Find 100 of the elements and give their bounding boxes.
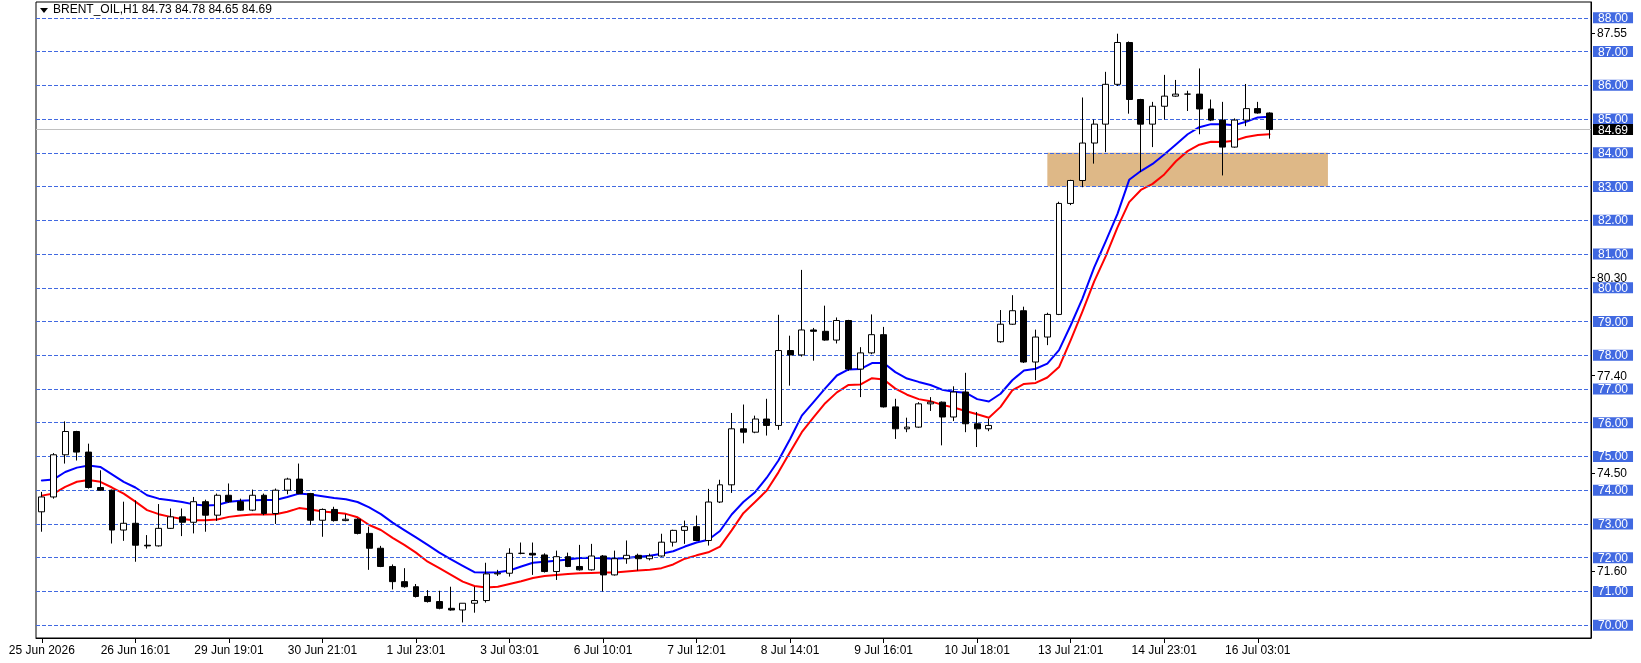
candlestick xyxy=(1219,101,1226,176)
candlestick xyxy=(401,567,408,589)
candlestick xyxy=(1243,83,1250,127)
x-tick-label: 30 Jun 21:01 xyxy=(287,643,358,657)
candlestick xyxy=(389,563,396,590)
ref-line-label: 77.00 xyxy=(1598,382,1629,396)
candlestick xyxy=(1196,67,1203,135)
ref-line-label: 74.00 xyxy=(1598,483,1629,498)
candlestick xyxy=(1114,33,1121,87)
candlestick xyxy=(144,534,151,550)
candlestick xyxy=(810,327,817,362)
candlestick xyxy=(413,583,419,599)
candlestick xyxy=(249,489,256,512)
candlestick xyxy=(120,501,127,542)
candlestick xyxy=(822,305,829,342)
candlestick xyxy=(752,415,759,434)
ref-line-label: 84.69 xyxy=(1598,122,1629,137)
candlestick xyxy=(646,553,653,561)
ref-line-label: 79.00 xyxy=(1598,314,1629,329)
candlestick xyxy=(740,404,747,444)
candlestick xyxy=(717,479,723,504)
candlestick xyxy=(1137,98,1144,173)
candlestick xyxy=(448,586,455,612)
ref-line-label: 71.00 xyxy=(1598,584,1629,599)
candlestick xyxy=(600,554,607,592)
candlestick xyxy=(342,513,349,522)
candlestick xyxy=(483,562,490,604)
ref-line-label: 84.00 xyxy=(1598,145,1629,160)
candlestick xyxy=(904,417,910,433)
candlestick xyxy=(50,452,57,500)
y-tick-label: 71.60 xyxy=(1597,564,1628,579)
x-tick-label: 3 Jul 03:01 xyxy=(480,643,540,657)
candlestick xyxy=(611,550,618,577)
ref-line-label: 86.00 xyxy=(1598,78,1629,93)
x-tick-label: 16 Jul 03:01 xyxy=(1225,643,1291,657)
candlestick xyxy=(1056,201,1062,316)
candlestick xyxy=(635,553,642,572)
ref-line-label: 82.00 xyxy=(1598,213,1629,228)
candlestick xyxy=(681,520,688,545)
candlestick xyxy=(272,488,279,525)
candlestick xyxy=(553,550,560,581)
candlestick xyxy=(705,488,712,547)
candlestick xyxy=(1266,111,1273,140)
x-tick-label: 9 Jul 16:01 xyxy=(854,643,914,657)
candlestick xyxy=(1184,90,1191,112)
chart-title: BRENT_OIL,H1 84.73 84.78 84.65 84.69 xyxy=(53,2,273,16)
candlestick xyxy=(202,499,209,533)
x-tick-label: 7 Jul 12:01 xyxy=(667,643,727,657)
candlestick xyxy=(985,418,992,432)
candlestick xyxy=(155,503,162,548)
candlestick xyxy=(1161,74,1168,120)
ref-line-label: 75.00 xyxy=(1598,449,1629,464)
candlestick xyxy=(1208,99,1214,122)
candlestick xyxy=(541,552,548,574)
candlestick xyxy=(1079,96,1086,188)
candlestick xyxy=(997,309,1004,344)
candlestick xyxy=(459,602,466,623)
candlestick xyxy=(915,401,922,429)
candlestick xyxy=(728,412,735,494)
ref-line-label: 72.00 xyxy=(1598,550,1629,565)
x-tick-label: 14 Jul 23:01 xyxy=(1131,643,1198,657)
candlestick xyxy=(1091,118,1098,165)
x-tick-label: 29 Jun 19:01 xyxy=(194,643,264,657)
candlestick xyxy=(927,396,934,412)
candlestick xyxy=(284,477,291,495)
candlestick xyxy=(1102,71,1109,153)
candlestick xyxy=(1172,79,1179,98)
candlestick xyxy=(179,507,186,537)
y-tick-label: 74.50 xyxy=(1597,466,1628,481)
ref-line-label: 88.00 xyxy=(1598,10,1629,25)
x-tick-label: 1 Jul 23:01 xyxy=(386,643,446,657)
y-tick-label: 77.40 xyxy=(1597,368,1628,383)
candlestick xyxy=(97,469,104,492)
candlestick xyxy=(763,398,770,437)
candlestick xyxy=(494,569,501,577)
candlestick xyxy=(1126,40,1133,115)
ref-line-label: 81.00 xyxy=(1598,247,1629,262)
y-tick-label: 87.55 xyxy=(1597,26,1628,41)
candlestick xyxy=(658,533,665,558)
candlestick xyxy=(1254,101,1261,115)
candlestick xyxy=(319,507,326,538)
candlestick xyxy=(377,545,384,568)
candlestick xyxy=(167,507,174,530)
candlestick xyxy=(787,335,794,387)
candlestick xyxy=(62,420,69,465)
candlestick xyxy=(307,492,314,526)
candlestick xyxy=(132,499,139,563)
candlestick xyxy=(939,400,946,446)
ref-line-label: 78.00 xyxy=(1598,348,1629,363)
ref-line-label: 87.00 xyxy=(1598,44,1629,59)
candlestick xyxy=(857,346,864,398)
candlestick xyxy=(892,398,899,440)
candlestick xyxy=(693,515,700,542)
candlestick xyxy=(1020,306,1027,364)
x-tick-label: 8 Jul 14:01 xyxy=(760,643,820,657)
candlestick xyxy=(670,529,677,548)
candlestick xyxy=(506,547,513,578)
candlestick xyxy=(331,506,338,523)
x-tick-label: 25 Jun 2026 xyxy=(8,643,76,657)
candlestick xyxy=(1149,101,1156,148)
